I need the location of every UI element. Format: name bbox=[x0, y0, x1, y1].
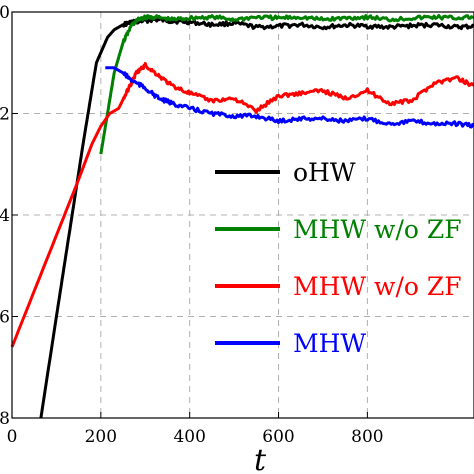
series-group bbox=[10, 14, 474, 419]
legend: oHW MHW w/o ZF MHW w/o ZF MHW bbox=[215, 158, 462, 358]
x-tick-label-3: 600 bbox=[262, 427, 294, 447]
y-tick-label-4: 8 bbox=[0, 409, 10, 429]
x-tick-label-4: 800 bbox=[351, 427, 383, 447]
y-tick-label-2: 4 bbox=[0, 206, 10, 226]
x-tick-label-0: 0 bbox=[7, 427, 18, 447]
x-tick-label-1: 200 bbox=[85, 427, 117, 447]
series-line-0 bbox=[39, 17, 474, 419]
legend-label-0: oHW bbox=[293, 158, 356, 187]
y-tick-label-0: 0 bbox=[0, 3, 10, 23]
ticks: 0 200 400 600 800 0 2 4 6 8 bbox=[0, 3, 384, 447]
y-tick-label-1: 2 bbox=[0, 105, 10, 125]
y-tick-label-3: 6 bbox=[0, 308, 10, 328]
series-line-3 bbox=[104, 66, 474, 129]
legend-label-1: MHW w/o ZF bbox=[293, 215, 462, 244]
legend-label-3: MHW bbox=[293, 329, 366, 358]
series-line-1 bbox=[99, 14, 474, 155]
x-tick-label-2: 400 bbox=[173, 427, 205, 447]
x-axis-label: t bbox=[254, 443, 267, 474]
legend-label-2: MHW w/o ZF bbox=[293, 272, 462, 301]
series-line-2 bbox=[10, 61, 474, 348]
